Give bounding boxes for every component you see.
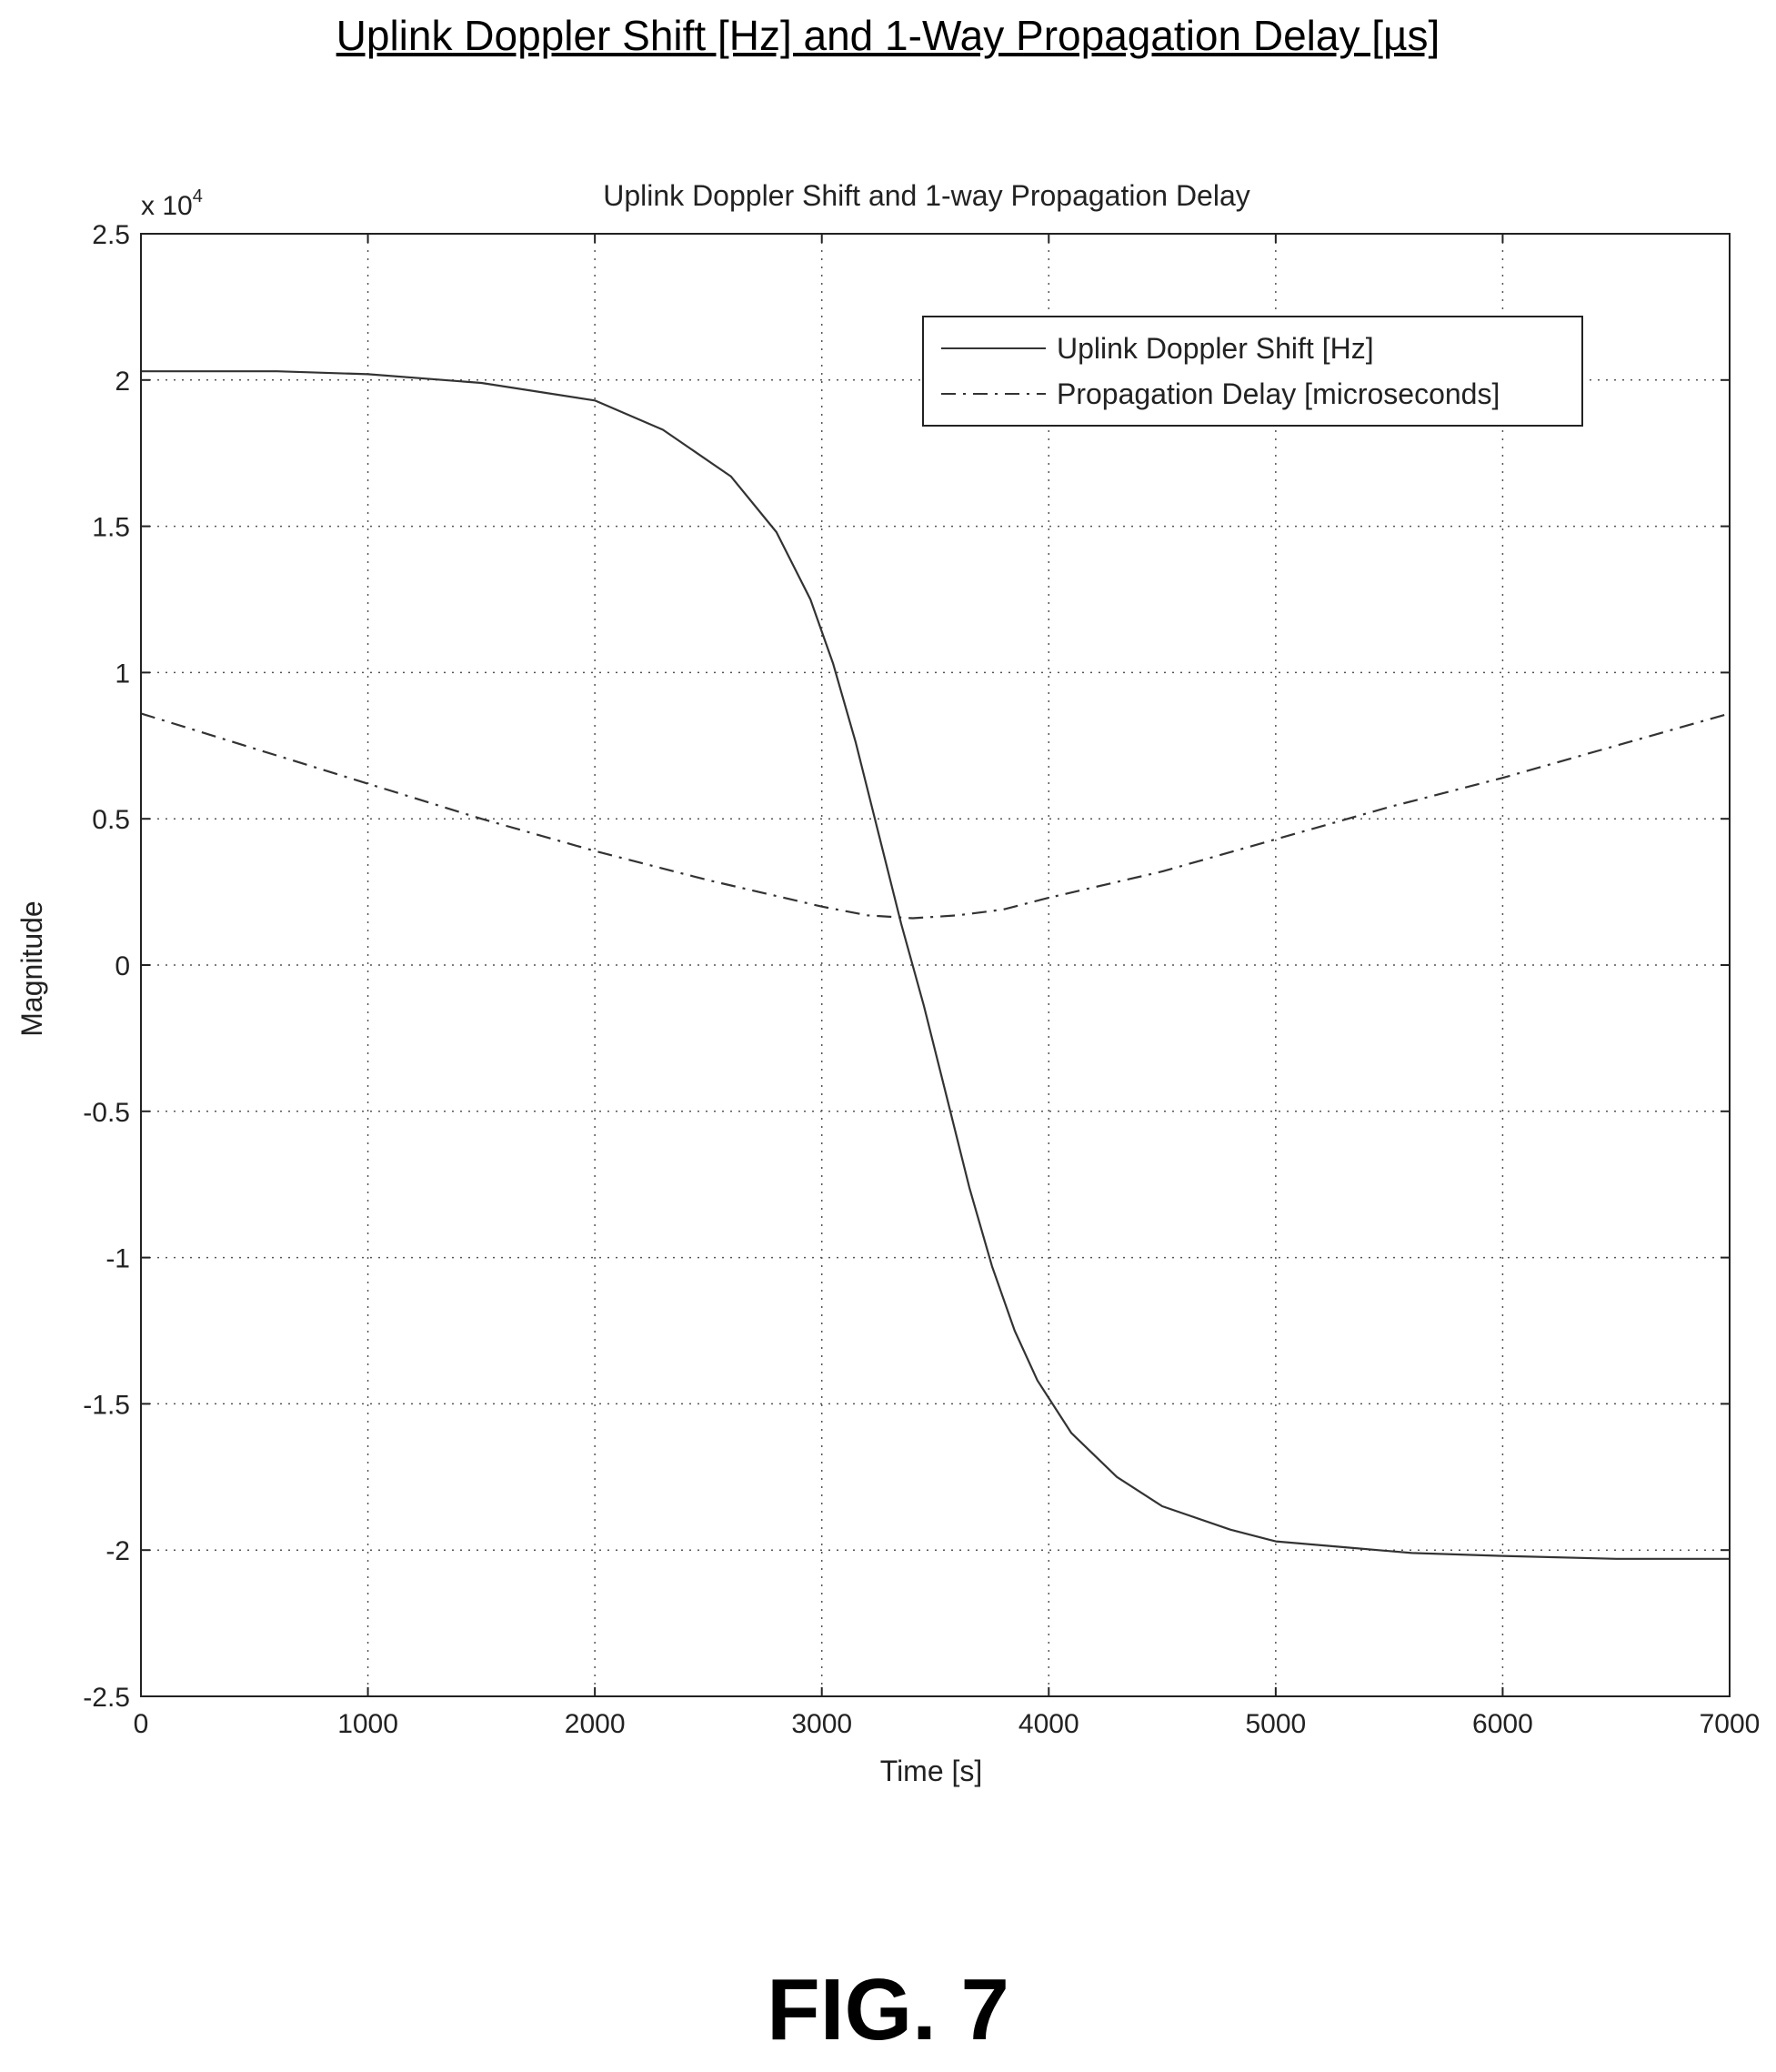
y-tick-label: -1.5	[83, 1390, 130, 1420]
y-tick-label: 2	[115, 367, 130, 397]
y-tick-label: 0.5	[92, 805, 130, 835]
figure-title: Uplink Doppler Shift [Hz] and 1-Way Prop…	[336, 12, 1440, 59]
legend-box	[922, 316, 1583, 427]
series-line-1	[140, 712, 1731, 920]
legend-label-delay: Propagation Delay [microseconds]	[1057, 377, 1500, 410]
y-tick-label: -1	[105, 1244, 130, 1274]
tick-labels: 0 1000 2000 3000 4000 5000 6000 7000 2.5 2 1.5 1 0.5…	[83, 220, 1760, 1739]
legend-label-doppler: Uplink Doppler Shift [Hz]	[1057, 332, 1374, 365]
x-axis-label: Time [s]	[880, 1755, 983, 1787]
y-tick-label: 1	[115, 659, 130, 689]
x-tick-label: 1000	[337, 1709, 398, 1739]
x-tick-label: 5000	[1245, 1709, 1306, 1739]
chart: Uplink Doppler Shift and 1-way Propagati…	[15, 179, 1760, 1787]
y-tick-label: -0.5	[83, 1098, 130, 1128]
x-tick-label: 4000	[1018, 1709, 1079, 1739]
grid	[141, 234, 1730, 1696]
y-axis-label: Magnitude	[15, 900, 48, 1036]
y-multiplier: x 104	[141, 186, 203, 221]
x-tick-label: 7000	[1700, 1709, 1761, 1739]
series-layer	[140, 370, 1731, 1560]
figure-label: FIG. 7	[767, 1961, 1009, 2058]
y-tick-label: -2	[105, 1536, 130, 1566]
y-tick-label: -2.5	[83, 1683, 130, 1713]
ticks	[140, 233, 1731, 1697]
legend: Uplink Doppler Shift [Hz] Propagation De…	[922, 316, 1583, 427]
y-tick-label: 1.5	[92, 513, 130, 543]
y-tick-label: 0	[115, 951, 130, 981]
x-tick-label: 2000	[565, 1709, 626, 1739]
x-tick-label: 3000	[791, 1709, 852, 1739]
chart-title: Uplink Doppler Shift and 1-way Propagati…	[603, 179, 1250, 212]
series-line-0	[141, 370, 1730, 1560]
x-tick-label: 0	[134, 1709, 149, 1739]
y-tick-label: 2.5	[92, 220, 130, 250]
x-tick-label: 6000	[1472, 1709, 1533, 1739]
